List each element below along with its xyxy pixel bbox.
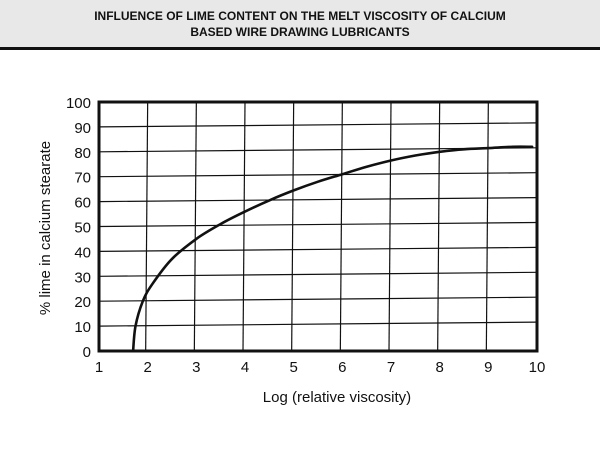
- y-tick-label: 20: [74, 294, 91, 311]
- x-tick-label: 7: [387, 359, 395, 376]
- y-tick-label: 0: [83, 344, 91, 361]
- v-gridline: [437, 101, 441, 352]
- x-tick-label: 10: [529, 359, 546, 376]
- plot-frame: [97, 100, 539, 353]
- y-tick-label: 30: [74, 269, 91, 286]
- chart-title: INFLUENCE OF LIME CONTENT ON THE MELT VI…: [94, 8, 506, 39]
- h-gridline: [98, 122, 538, 128]
- h-gridline: [98, 271, 538, 277]
- v-gridline: [485, 101, 489, 352]
- x-tick-label: 9: [484, 359, 492, 376]
- x-tick-label: 1: [95, 359, 103, 376]
- title-bar: INFLUENCE OF LIME CONTENT ON THE MELT VI…: [0, 0, 600, 50]
- h-gridline: [98, 197, 538, 203]
- series-layer: [131, 145, 534, 353]
- x-tick-label: 8: [435, 359, 443, 376]
- grid-lines: [98, 101, 538, 352]
- h-gridline: [98, 246, 538, 252]
- y-tick-labels: 0 10 20 30 40 50 60 70 80 90 100: [66, 95, 91, 361]
- h-gridline: [98, 221, 538, 228]
- y-tick-label: 70: [74, 170, 91, 187]
- h-gridline: [98, 172, 538, 178]
- y-tick-label: 60: [74, 195, 91, 212]
- x-tick-label: 6: [338, 359, 346, 376]
- v-gridline: [145, 101, 149, 352]
- x-tick-label: 2: [143, 359, 151, 376]
- v-gridline: [193, 101, 197, 352]
- y-tick-label: 40: [74, 244, 91, 261]
- x-tick-label: 4: [241, 359, 249, 376]
- v-gridline: [388, 101, 392, 352]
- y-tick-label: 100: [66, 95, 91, 112]
- y-tick-label: 50: [74, 220, 91, 237]
- x-tick-label: 5: [289, 359, 297, 376]
- y-tick-label: 80: [74, 145, 91, 162]
- v-gridline: [339, 101, 343, 352]
- v-gridline: [291, 101, 295, 352]
- x-tick-labels: 1 2 3 4 5 6 7 8 9 10: [95, 359, 546, 376]
- h-gridline: [98, 321, 538, 327]
- y-axis-label: % lime in calcium stearate: [37, 141, 54, 315]
- y-tick-label: 10: [74, 319, 91, 336]
- x-tick-label: 3: [192, 359, 200, 376]
- v-gridline: [242, 101, 246, 352]
- h-gridline: [98, 296, 538, 302]
- y-tick-label: 90: [74, 120, 91, 137]
- series-line: [131, 145, 534, 353]
- x-axis-label: Log (relative viscosity): [263, 389, 411, 406]
